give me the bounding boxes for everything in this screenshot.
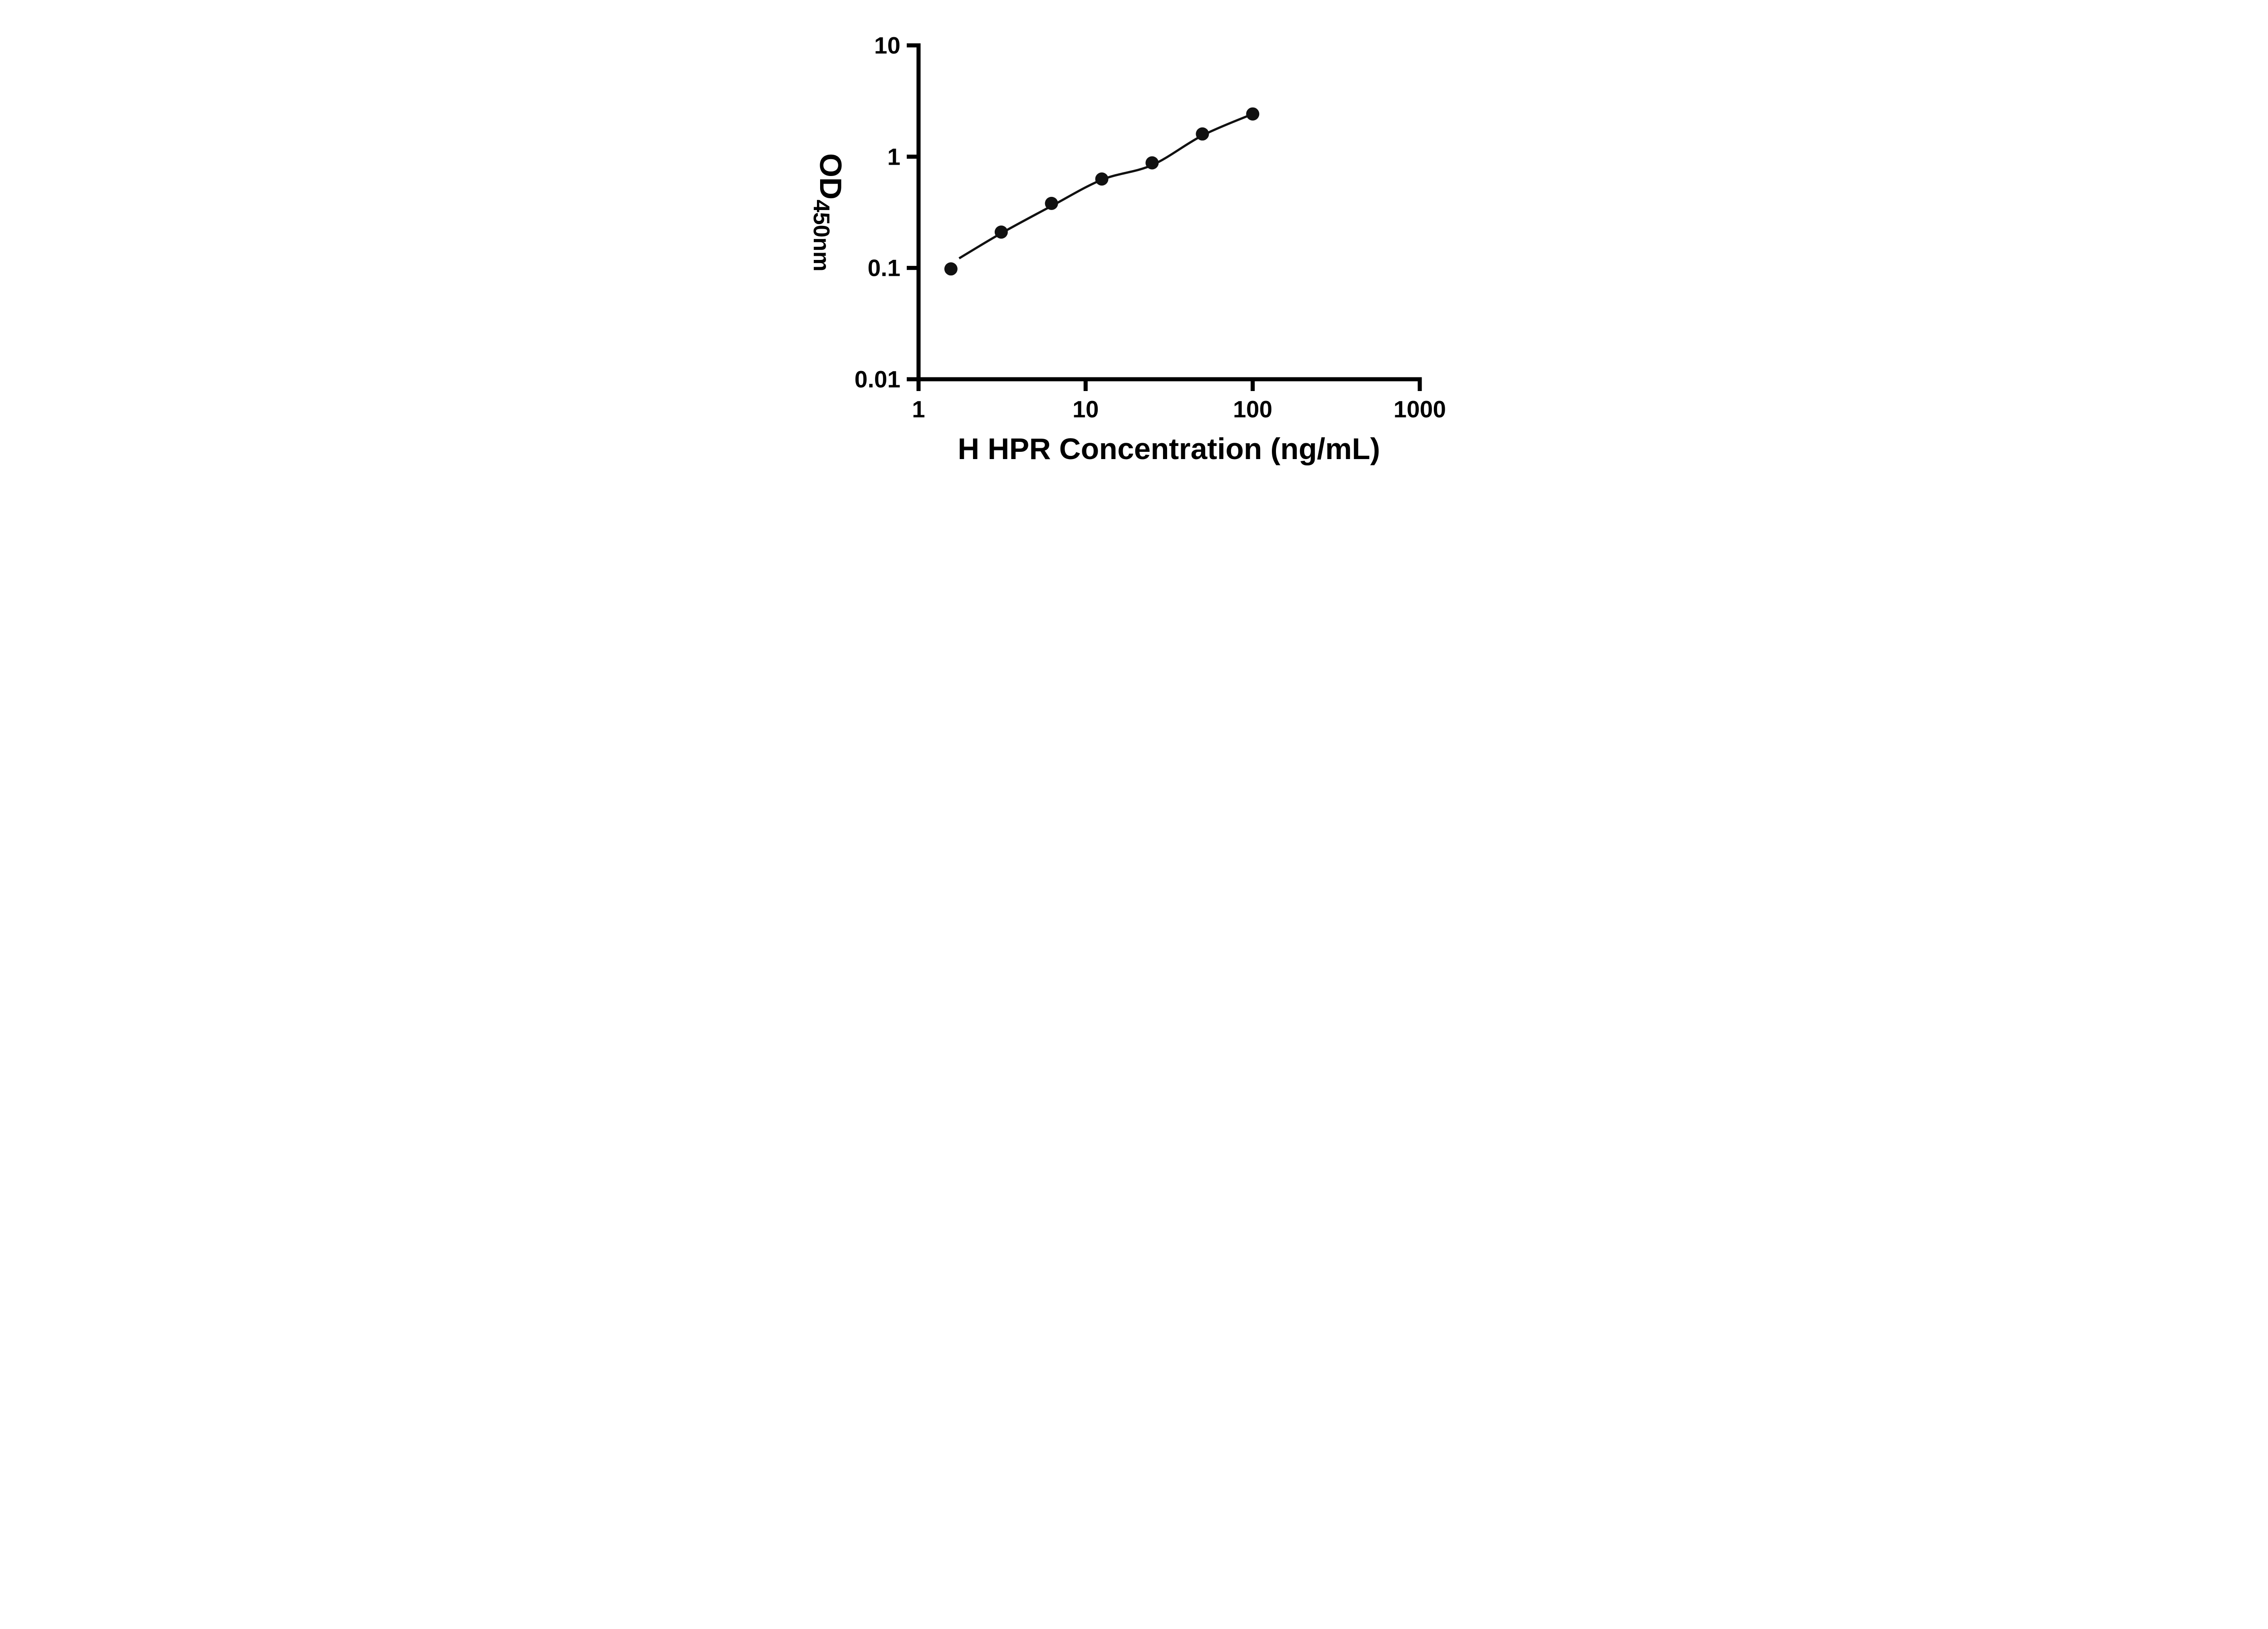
- x-axis-title: H HPR Concentration (ng/mL): [958, 432, 1380, 465]
- data-point: [1045, 196, 1058, 210]
- y-tick-label: 1: [887, 144, 900, 170]
- x-tick-label: 10: [1072, 396, 1099, 423]
- x-tick-label: 1: [912, 396, 925, 423]
- chart-figure: H HPR Concentration (ng/mL) 1 10 100 1000 0.…: [785, 0, 1483, 488]
- y-tick-label: 10: [874, 33, 900, 59]
- y-tick-label: 0.1: [868, 255, 900, 282]
- data-point: [1145, 156, 1159, 170]
- y-tick-label: 0.01: [855, 367, 900, 393]
- y-axis-title: OD450nm: [809, 153, 848, 271]
- data-point: [1095, 172, 1109, 186]
- data-point: [1196, 127, 1209, 141]
- axis-lines: [916, 43, 1422, 382]
- x-tick-label: 100: [1233, 396, 1272, 423]
- data-point: [944, 262, 958, 276]
- data-point: [994, 225, 1008, 239]
- data-point: [1246, 107, 1260, 121]
- x-tick-label: 1000: [1393, 396, 1446, 423]
- standard-curve-chart: H HPR Concentration (ng/mL) 1 10 100 1000 0.…: [785, 0, 1483, 488]
